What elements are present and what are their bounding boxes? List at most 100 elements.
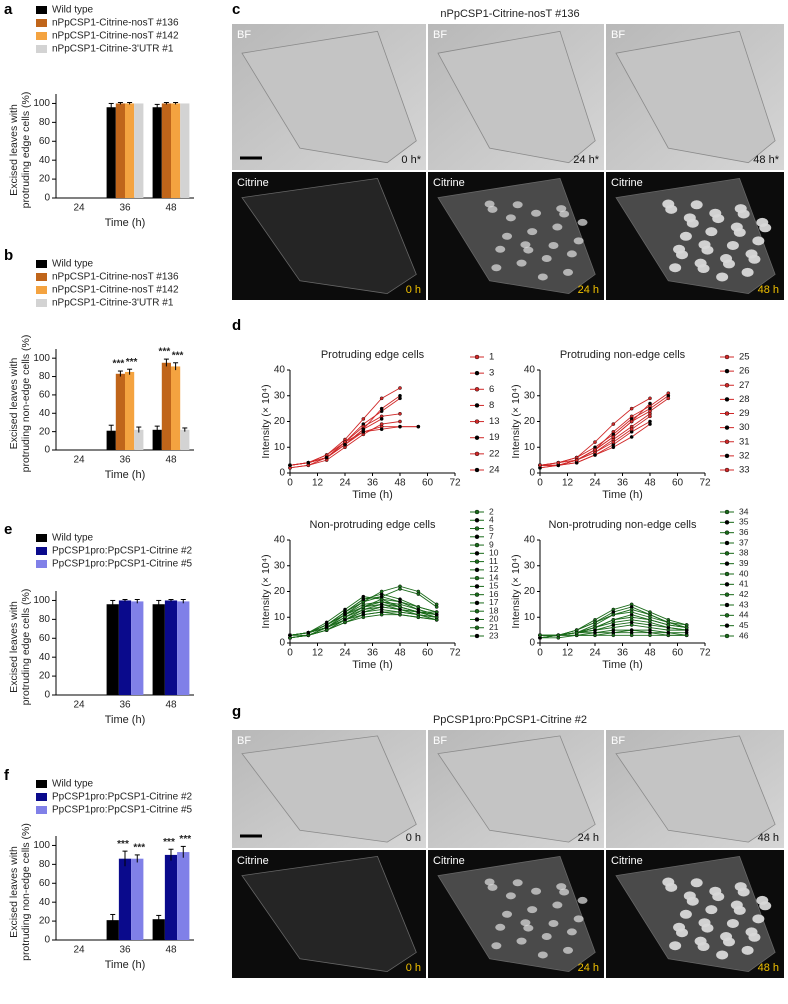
cell-glow	[733, 227, 746, 237]
x-tick-label: 12	[312, 478, 324, 489]
data-point	[288, 463, 292, 468]
cell-glow	[531, 887, 542, 895]
significance: ***	[133, 843, 145, 854]
data-point	[324, 628, 329, 632]
bar	[164, 854, 178, 940]
cell-glow	[563, 268, 574, 276]
bar	[118, 858, 132, 940]
legend-label: nPpCSP1-Citrine-3'UTR #1	[52, 298, 174, 309]
x-tick-label: 72	[699, 478, 711, 489]
x-tick-label: 24	[589, 478, 601, 489]
legend-marker	[474, 467, 480, 473]
bar	[171, 366, 181, 450]
y-tick-label: 20	[39, 916, 51, 927]
data-point	[611, 422, 616, 426]
cell-glow	[523, 246, 534, 254]
image-label: Citrine	[237, 177, 269, 189]
legend-marker	[474, 435, 480, 440]
legend-label: nPpCSP1-Citrine-nosT #136	[52, 18, 179, 29]
bar	[152, 604, 165, 695]
x-axis-label: Time (h)	[105, 959, 146, 971]
bar	[106, 920, 119, 940]
bar	[161, 362, 171, 450]
legend-label: 11	[489, 556, 498, 566]
cell-glow	[716, 950, 729, 960]
time-label: 24 h	[578, 962, 599, 974]
data-point	[611, 628, 616, 632]
legend-label: 8	[489, 400, 494, 411]
data-point	[629, 633, 634, 638]
cell-glow	[722, 937, 735, 947]
y-tick-label: 40	[274, 535, 286, 546]
cell-glow	[701, 245, 714, 255]
y-tick-label: 0	[529, 468, 535, 479]
legend-label: 33	[739, 465, 750, 476]
legend-swatch	[36, 534, 47, 542]
data-point	[398, 386, 402, 390]
cell-glow	[665, 204, 678, 214]
y-axis-label: Excised leaves with	[8, 846, 20, 938]
data-point	[306, 460, 311, 465]
legend-marker	[724, 540, 730, 546]
x-tick-label: 48	[165, 700, 177, 711]
x-tick-label: 36	[119, 203, 131, 214]
data-point	[629, 628, 634, 632]
panel-label: c	[232, 1, 240, 18]
cell-glow	[669, 263, 682, 273]
y-tick-label: 10	[524, 612, 536, 623]
legend-label: 43	[739, 599, 749, 609]
legend-marker	[724, 411, 730, 416]
cell-glow	[690, 200, 703, 210]
cell-glow	[737, 887, 750, 897]
leaf	[437, 177, 596, 295]
series-line	[289, 426, 419, 466]
x-tick-label: 0	[287, 478, 293, 489]
cell-glow	[716, 272, 729, 282]
y-tick-label: 0	[44, 690, 50, 701]
legend-label: 2	[489, 506, 494, 516]
legend-label: 20	[489, 614, 499, 624]
legend-label: 22	[489, 448, 500, 459]
time-label: 48 h	[758, 962, 779, 974]
data-point	[379, 612, 384, 617]
data-point	[648, 618, 652, 622]
image-label: BF	[433, 29, 447, 41]
data-point	[629, 615, 634, 620]
data-point	[361, 429, 366, 434]
data-point	[593, 453, 597, 457]
series-line	[289, 418, 382, 466]
legend-label: nPpCSP1-Citrine-3'UTR #1	[52, 44, 174, 55]
cell-glow	[502, 910, 513, 918]
data-point	[611, 440, 616, 444]
legend-label: 3	[489, 368, 494, 379]
y-tick-label: 100	[33, 353, 50, 364]
data-point	[629, 406, 634, 411]
bar	[131, 858, 144, 940]
legend-label: PpCSP1pro:PpCSP1-Citrine #2	[52, 792, 193, 803]
legend-label: 34	[739, 506, 749, 516]
cell-glow	[697, 942, 710, 952]
data-point	[379, 422, 384, 426]
data-point	[538, 463, 542, 468]
cell-glow	[548, 919, 559, 927]
legend-label: 19	[489, 432, 500, 443]
data-point	[593, 448, 597, 452]
panel-label: b	[4, 247, 13, 264]
legend-label: 44	[739, 610, 749, 620]
legend-marker	[724, 592, 730, 597]
legend-swatch	[36, 793, 47, 801]
legend-swatch	[36, 45, 47, 53]
leaf	[241, 177, 417, 295]
legend-label: nPpCSP1-Citrine-nosT #142	[52, 31, 179, 42]
x-tick-label: 72	[699, 648, 711, 659]
legend-marker	[724, 383, 730, 388]
cell-glow	[566, 250, 577, 258]
cell-glow	[484, 200, 495, 208]
cell-glow	[573, 237, 584, 245]
y-axis-label: Intensity (× 10⁴)	[260, 384, 272, 458]
legend-marker	[474, 542, 480, 548]
legend-swatch	[36, 547, 47, 555]
bar	[106, 604, 119, 695]
panel-label: a	[4, 1, 13, 18]
cell-glow	[741, 945, 754, 955]
